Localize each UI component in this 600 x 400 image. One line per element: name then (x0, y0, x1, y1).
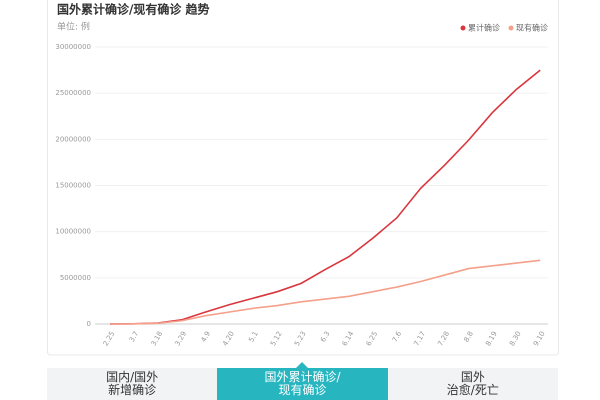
tab-label: 现有确诊 (278, 383, 327, 397)
y-tick-label: 20000000 (55, 135, 91, 143)
tab-label: 国外 (460, 370, 485, 384)
legend-swatch (508, 25, 514, 31)
y-tick-label: 30000000 (55, 43, 91, 51)
tab-pointer (296, 362, 308, 368)
y-tick-label: 15000000 (55, 182, 91, 190)
y-tick-label: 5000000 (60, 274, 91, 282)
card (47, 0, 559, 356)
unit-label: 单位: 例 (57, 21, 90, 33)
tab[interactable]: 国内/国外 新增确诊 (47, 368, 218, 400)
legend-label: 现有确诊 (516, 23, 548, 33)
y-tick-label: 0 (87, 320, 91, 328)
series-line (109, 69, 541, 325)
chart: 国外累计确诊/现有确诊 趋势 单位: 例 0 5000000 10000000 150… (47, 0, 559, 368)
legend-item[interactable]: 累计确诊 (460, 23, 501, 33)
tab[interactable]: 国外 治愈/死亡 (387, 368, 558, 400)
tab-label: 治愈/死亡 (446, 383, 499, 397)
tab-label: 国内/国外 (106, 370, 159, 384)
chart-title: 国外累计确诊/现有确诊 趋势 (57, 2, 210, 17)
y-tick-label: 25000000 (55, 89, 91, 97)
tab-label: 新增确诊 (108, 383, 157, 397)
series-line (109, 259, 541, 325)
legend-label: 累计确诊 (468, 23, 500, 33)
tab-label: 国外累计确诊/ (264, 370, 341, 384)
legend-swatch (460, 25, 466, 31)
tab-bar: 国内/国外 新增确诊 国外累计确诊/现有确诊 国外 治愈/死亡 (47, 368, 558, 400)
legend-item[interactable]: 现有确诊 (508, 23, 549, 33)
y-tick-label: 10000000 (55, 228, 91, 236)
tab[interactable]: 国外累计确诊/现有确诊 (217, 368, 388, 400)
